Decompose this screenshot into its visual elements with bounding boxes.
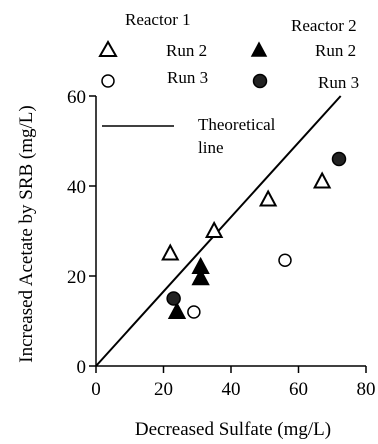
y-tick-label: 60 (67, 87, 86, 108)
tick-labels: 0 20 40 60 80 0 20 40 60 (67, 87, 376, 400)
legend-label-r2-run2: Run 2 (315, 41, 356, 60)
x-tick-label: 80 (357, 379, 376, 400)
data-point-circle-filled (166, 291, 181, 306)
axes (95, 96, 366, 367)
x-tick-label: 40 (222, 379, 241, 400)
x-tick-label: 60 (289, 379, 308, 400)
y-tick-label: 20 (67, 267, 86, 288)
y-axis-title: Increased Acetate by SRB (mg/L) (16, 105, 37, 362)
legend-marker-r2-run2 (250, 41, 268, 57)
data-point-triangle-filled (191, 268, 210, 286)
data-point-triangle-open (312, 171, 332, 189)
legend-label-r1-run2: Run 2 (166, 41, 207, 60)
data-point-triangle-filled (167, 301, 187, 319)
legend-label-r1-run3: Run 3 (167, 68, 208, 87)
data-point-triangle-open (204, 220, 224, 238)
data-point-circle-open (187, 305, 201, 319)
x-axis-title: Decreased Sulfate (mg/L) (135, 419, 331, 440)
x-tick-label: 20 (154, 379, 173, 400)
tick-marks (89, 95, 367, 373)
y-tick-label: 0 (77, 357, 87, 378)
data-point-triangle-open (258, 189, 278, 207)
data-points (161, 151, 347, 319)
legend-theoretical-label-2: line (198, 138, 224, 157)
y-tick-label: 40 (67, 177, 86, 198)
data-point-circle-open (278, 253, 292, 267)
data-point-triangle-filled (191, 256, 210, 274)
legend-marker-r1-run3 (101, 74, 115, 88)
legend-group-reactor2-title: Reactor 2 (291, 16, 357, 35)
data-point-circle-filled (331, 151, 347, 167)
legend: Reactor 1 Reactor 2 Run 2 Run 2 Run 3 Ru… (98, 10, 359, 157)
legend-marker-r1-run2 (98, 39, 118, 57)
legend-theoretical-label-1: Theoretical (198, 115, 276, 134)
legend-marker-r2-run3 (252, 73, 268, 89)
legend-label-r2-run3: Run 3 (318, 73, 359, 92)
x-tick-label: 0 (91, 379, 101, 400)
legend-group-reactor1-title: Reactor 1 (125, 10, 191, 29)
data-point-triangle-open (161, 243, 180, 261)
